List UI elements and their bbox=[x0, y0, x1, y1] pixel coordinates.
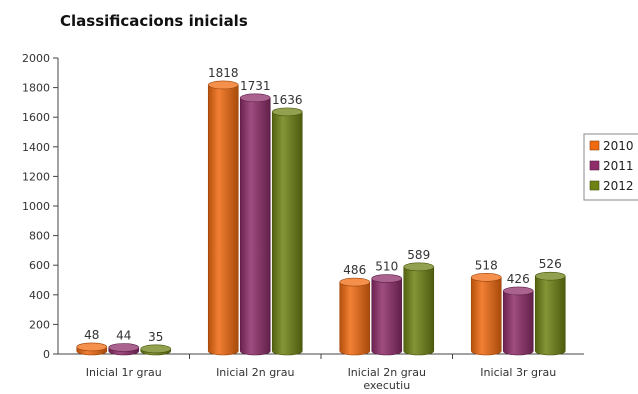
data-label: 1818 bbox=[208, 66, 239, 80]
legend-label: 2012 bbox=[603, 179, 634, 193]
data-label: 48 bbox=[84, 328, 99, 342]
bar-body bbox=[207, 84, 239, 356]
legend-item: 2010 bbox=[589, 139, 634, 153]
chart-title: Classificacions inicials bbox=[60, 12, 248, 30]
bar-body bbox=[239, 97, 271, 356]
y-tick-label: 1600 bbox=[22, 111, 50, 124]
data-label: 510 bbox=[375, 260, 398, 274]
data-label: 1636 bbox=[272, 93, 303, 107]
bar bbox=[371, 274, 403, 356]
legend-label: 2011 bbox=[603, 159, 634, 173]
bar bbox=[403, 262, 435, 356]
x-category-label: Inicial 3r grau bbox=[480, 366, 556, 379]
bars bbox=[76, 80, 566, 356]
bar bbox=[502, 286, 534, 356]
data-label: 35 bbox=[148, 330, 163, 344]
legend-swatch bbox=[589, 140, 600, 151]
bar-body bbox=[271, 111, 303, 356]
bar-top bbox=[371, 274, 403, 283]
bar bbox=[339, 277, 371, 356]
bar-body bbox=[339, 281, 371, 356]
axes: 0 200 400 600 800 1000 1200 1400 1600 1800 2000 Ini… bbox=[22, 52, 584, 392]
y-tick-label: 600 bbox=[29, 259, 50, 272]
legend-label: 2010 bbox=[603, 139, 634, 153]
bar bbox=[534, 271, 566, 356]
bar-body bbox=[534, 275, 566, 356]
y-tick-label: 1000 bbox=[22, 200, 50, 213]
legend-item: 2011 bbox=[589, 159, 634, 173]
data-label: 1731 bbox=[240, 79, 271, 93]
bar-top bbox=[140, 344, 172, 354]
legend-swatch bbox=[589, 160, 600, 171]
bar-top bbox=[534, 271, 566, 281]
bar-body bbox=[403, 266, 435, 356]
bar bbox=[239, 93, 271, 356]
bar-top bbox=[502, 286, 534, 296]
y-tick-label: 1200 bbox=[22, 170, 50, 183]
bar-body bbox=[502, 290, 534, 356]
bar bbox=[108, 343, 140, 356]
legend-swatch bbox=[589, 180, 600, 191]
y-tick-label: 1800 bbox=[22, 82, 50, 95]
legend: 2010 2011 2012 bbox=[583, 133, 638, 201]
bar bbox=[140, 344, 172, 356]
bar-top bbox=[108, 343, 140, 352]
bar-top bbox=[339, 277, 371, 287]
bar-top bbox=[207, 80, 239, 90]
bar bbox=[207, 80, 239, 356]
bar bbox=[271, 107, 303, 356]
data-label: 486 bbox=[343, 263, 366, 277]
y-tick-label: 400 bbox=[29, 289, 50, 302]
y-tick-label: 0 bbox=[43, 348, 50, 361]
data-label: 426 bbox=[507, 272, 530, 286]
data-labels: 48 1818 486 518 44 1731 510 426 35 1636 589 526 bbox=[84, 66, 562, 344]
y-tick-label: 200 bbox=[29, 318, 50, 331]
bar-top bbox=[470, 273, 502, 282]
legend-item: 2012 bbox=[589, 179, 634, 193]
data-label: 589 bbox=[407, 248, 430, 262]
data-label: 518 bbox=[475, 258, 498, 272]
bar-body bbox=[371, 278, 403, 356]
bar-top bbox=[271, 107, 303, 117]
y-tick-label: 800 bbox=[29, 230, 50, 243]
bar bbox=[76, 342, 108, 356]
x-category-label: Inicial 2n grau bbox=[216, 366, 294, 379]
data-label: 526 bbox=[539, 257, 562, 271]
bar-body bbox=[470, 277, 502, 356]
bar-top bbox=[403, 262, 435, 272]
bar-top bbox=[239, 93, 271, 103]
y-tick-label: 2000 bbox=[22, 52, 50, 65]
x-category-label: Inicial 2n grau bbox=[348, 366, 426, 379]
y-tick-label: 1400 bbox=[22, 141, 50, 154]
bar-top bbox=[76, 342, 108, 352]
bar bbox=[470, 273, 502, 356]
x-category-label: Inicial 1r grau bbox=[86, 366, 162, 379]
data-label: 44 bbox=[116, 328, 131, 342]
x-category-label: executiu bbox=[363, 379, 410, 392]
